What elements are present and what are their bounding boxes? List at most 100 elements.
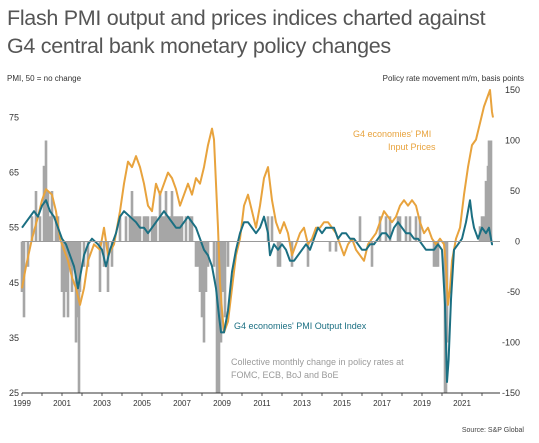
pmi-lines [21, 89, 494, 383]
output-index-label: G4 economies' PMI Output Index [234, 321, 367, 331]
policy-rate-bar [358, 216, 362, 242]
policy-rate-bar [432, 241, 436, 267]
policy-rate-bar [418, 216, 422, 242]
x-tick-label: 2017 [373, 399, 391, 408]
policy-rate-bar [276, 241, 280, 267]
x-tick-label: 2021 [453, 399, 471, 408]
policy-rate-bar [146, 216, 150, 242]
chart-title-line-2: G4 central bank monetary policy changes [7, 34, 391, 58]
policy-rate-bar [168, 216, 172, 242]
policy-rate-bars [20, 140, 493, 393]
left-tick-label: 45 [9, 278, 19, 288]
policy-rate-bar [70, 241, 74, 292]
policy-rate-bar [226, 241, 230, 267]
policy-rate-bar [72, 241, 76, 267]
policy-rate-bar [78, 241, 82, 292]
policy-rate-bar [54, 216, 58, 242]
policy-rate-bar [152, 216, 156, 242]
policy-rate-bar [34, 191, 38, 242]
policy-rate-bar [370, 241, 374, 267]
right-tick-label: 50 [510, 186, 520, 196]
policy-rate-bar [134, 216, 138, 242]
right-tick-label: 150 [505, 85, 520, 95]
input-prices-label-line-2: Input Prices [388, 142, 436, 152]
policy-rate-bar [64, 241, 68, 292]
x-tick-label: 2013 [293, 399, 311, 408]
policy-rate-bar [414, 216, 418, 242]
x-tick-label: 2019 [413, 399, 431, 408]
policy-rate-bar [190, 216, 194, 242]
policy-rate-label-line-1: Collective monthly change in policy rate… [231, 357, 404, 367]
policy-rate-bar [194, 241, 198, 267]
policy-rate-bar [20, 241, 24, 292]
policy-rate-bar [130, 191, 134, 242]
policy-rate-bar [166, 216, 170, 242]
policy-rate-bar [306, 241, 310, 267]
policy-rate-bar [62, 241, 66, 318]
policy-rate-bar [487, 140, 491, 242]
policy-rate-bar [60, 241, 64, 292]
policy-rate-label-line-2: FOMC, ECB, BoJ and BoE [231, 370, 339, 380]
policy-rate-bar [188, 216, 192, 242]
policy-rate-bar [223, 241, 227, 318]
policy-rate-bar [176, 216, 180, 242]
policy-rate-bar [46, 191, 50, 242]
axes: 25 35 45 55 65 75 -150 -100 -50 0 50 100 150 1999 2001… [9, 85, 520, 408]
right-tick-label: 100 [505, 136, 520, 146]
input-prices-line [21, 89, 494, 334]
policy-rate-bar [198, 241, 202, 292]
policy-rate-bar [378, 216, 382, 242]
policy-rate-bar [66, 241, 70, 318]
policy-rate-bar [98, 241, 102, 292]
left-tick-label: 35 [9, 333, 19, 343]
left-tick-label: 25 [9, 388, 19, 398]
policy-rate-bar [436, 241, 440, 267]
policy-rate-bar [132, 216, 136, 242]
policy-rate-bar [266, 216, 270, 242]
policy-rate-bar [388, 216, 392, 242]
policy-rate-bar [484, 180, 488, 242]
policy-rate-bar [278, 241, 282, 267]
right-tick-label: -100 [502, 338, 520, 348]
policy-rate-bar [136, 216, 140, 242]
policy-rate-bar [160, 216, 164, 242]
policy-rate-bar [215, 241, 219, 393]
policy-rate-bar [328, 241, 332, 252]
right-tick-label: -50 [507, 287, 520, 297]
x-tick-label: 2003 [93, 399, 111, 408]
policy-rate-bar [170, 191, 174, 242]
policy-rate-bar [212, 241, 216, 267]
left-axis-label: PMI, 50 = no change [7, 74, 82, 83]
right-axis-label: Policy rate movement m/m, basis points [383, 74, 524, 83]
policy-rate-bar [174, 216, 178, 242]
policy-rate-bar [396, 216, 400, 242]
right-tick-label: -150 [502, 388, 520, 398]
x-tick-label: 1999 [13, 399, 31, 408]
policy-rate-bar [204, 241, 208, 292]
left-tick-label: 55 [9, 223, 19, 233]
policy-rate-bar [172, 216, 176, 242]
policy-rate-bar [404, 216, 408, 242]
policy-rate-bar [50, 191, 54, 242]
policy-rate-bar [434, 241, 438, 267]
policy-rate-bar [154, 216, 158, 242]
policy-rate-bar [270, 216, 274, 242]
output-index-line [21, 199, 493, 383]
chart-title: Flash PMI output and prices indices char… [7, 4, 486, 60]
policy-rate-bar [334, 241, 338, 252]
policy-rate-bar [48, 216, 52, 242]
policy-rate-bar [408, 216, 412, 242]
input-prices-label-line-1: G4 economies' PMI [353, 129, 431, 139]
policy-rate-bar [164, 191, 168, 242]
right-tick-label: 0 [515, 237, 520, 247]
policy-rate-bar [489, 140, 493, 242]
left-tick-label: 65 [9, 168, 19, 178]
x-tick-label: 2015 [333, 399, 351, 408]
policy-rate-bar [124, 216, 128, 242]
chart-title-line-1: Flash PMI output and prices indices char… [7, 6, 486, 30]
policy-rate-bar [384, 216, 388, 242]
policy-rate-bar [77, 241, 81, 393]
policy-rate-bar [162, 216, 166, 242]
x-tick-label: 2011 [253, 399, 271, 408]
